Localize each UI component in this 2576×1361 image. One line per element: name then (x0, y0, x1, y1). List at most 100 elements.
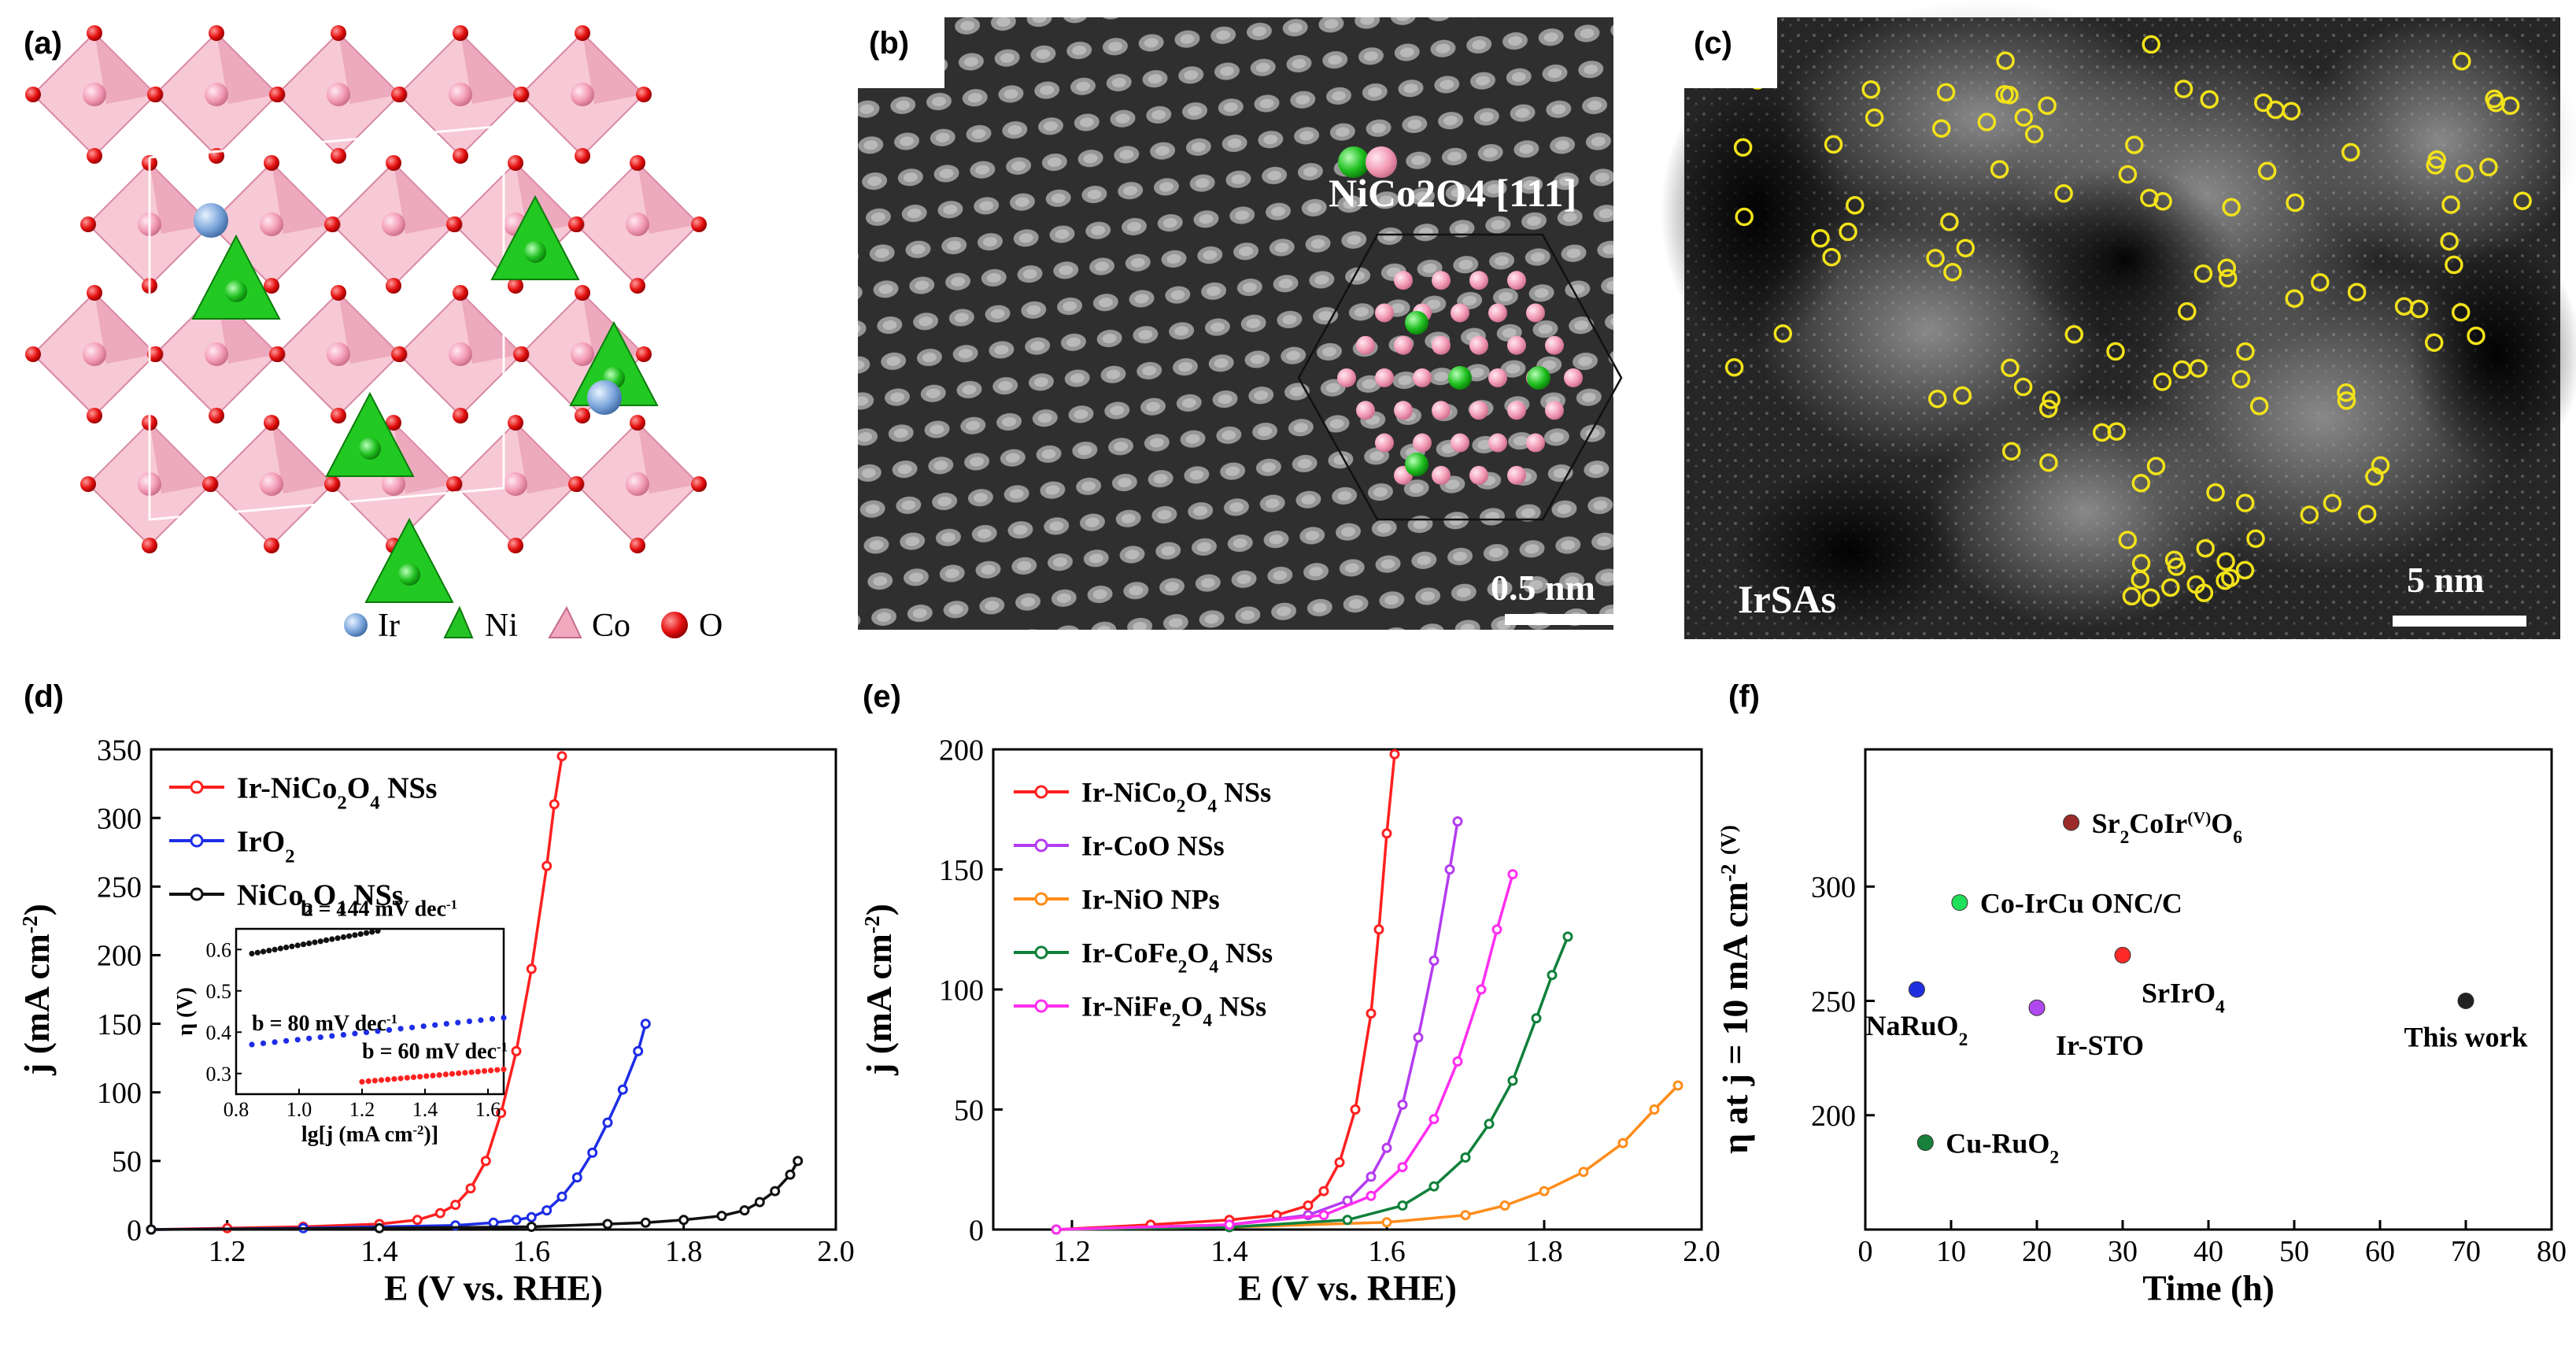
single-atom-marker (2014, 108, 2034, 127)
x-axis-label: Time (h) (2142, 1267, 2275, 1307)
single-atom-marker (2235, 494, 2255, 512)
data-point (1381, 1142, 1392, 1153)
data-point (1491, 924, 1502, 935)
data-point (374, 1222, 385, 1233)
o-atom (87, 148, 102, 164)
inset-data-point (249, 950, 255, 957)
inset-data-point (423, 1073, 430, 1079)
single-atom-marker (2424, 333, 2444, 352)
o-atom (575, 25, 590, 41)
x-axis-label: E (V vs. RHE) (1238, 1267, 1457, 1307)
data-point (1397, 1162, 1408, 1173)
o-atom (575, 408, 590, 423)
o-atom (391, 87, 407, 102)
inset-data-point (363, 930, 370, 936)
inset-data-point (283, 945, 290, 951)
inset-data-point (386, 1026, 393, 1033)
inset-data-point (375, 928, 381, 934)
octahedron (324, 155, 463, 294)
data-point (511, 1215, 522, 1226)
co-atom (327, 342, 350, 366)
data-point (1428, 1114, 1440, 1125)
single-atom-marker (2217, 258, 2237, 278)
co-atom (83, 83, 106, 106)
data-point (2457, 993, 2474, 1009)
single-atom-marker (2161, 578, 2180, 597)
o-atom (508, 415, 523, 431)
o-atom (636, 346, 652, 362)
data-point (146, 1224, 157, 1235)
point-co-ircu-onc-c: Co-IrCu ONC/C (1951, 888, 2182, 919)
inset-x-axis-label: lg[j (mA cm-2)] (301, 1122, 438, 1148)
y-tick-label: 200 (1811, 1100, 1856, 1133)
single-atom-marker (2206, 483, 2225, 502)
inset-data-point (489, 1015, 496, 1022)
data-point (1617, 1137, 1628, 1148)
co-atom (205, 83, 228, 106)
single-atom-marker (2024, 124, 2044, 144)
data-point (1578, 1167, 1589, 1178)
x-tick-label: 70 (2451, 1235, 2481, 1268)
octahedron (202, 415, 341, 553)
single-atom-marker (2196, 538, 2215, 558)
chart-d-inset: 0.8 1.0 1.2 1.4 1.6 0.3 0.4 0.5 0.6 lg[j (mA cm-2… (173, 897, 508, 1147)
inset-data-point (404, 1074, 410, 1081)
inset-data-point (272, 1039, 278, 1045)
ir-legend-label: Ir (378, 608, 400, 644)
co-atom (1564, 368, 1583, 387)
inset-data-point (317, 1034, 323, 1041)
octahedron-shade (272, 163, 333, 234)
series-line (150, 1023, 647, 1231)
single-atom-marker (2042, 390, 2060, 409)
single-atom-marker (1956, 239, 1975, 257)
inset-data-point (346, 933, 353, 939)
inset-data-point (306, 1035, 312, 1041)
ni-atom (359, 438, 381, 460)
inset-data-point (266, 948, 272, 954)
o-atom (513, 346, 529, 362)
data-point (1499, 1200, 1510, 1211)
o-atom (331, 285, 346, 301)
octahedron-shade (460, 33, 522, 104)
single-atom-marker (2153, 372, 2172, 391)
legend-marker (1034, 785, 1048, 799)
inset-data-point (272, 946, 278, 952)
co-atom (1507, 465, 1526, 485)
octahedron (513, 25, 652, 164)
data-point (739, 1205, 750, 1216)
data-point (511, 1045, 522, 1056)
inset-data-point (340, 934, 346, 941)
octahedron-shade (94, 293, 156, 364)
x-axis-label: E (V vs. RHE) (384, 1267, 603, 1307)
co-atom (626, 213, 649, 236)
x-tick-label: 60 (2365, 1235, 2395, 1268)
single-atom-marker (2216, 552, 2235, 571)
point-cu-ruo2: Cu-RuO2 (1916, 1128, 2059, 1168)
data-point (526, 963, 537, 975)
phase-label: NiCo2O4 [111] (1329, 171, 1576, 215)
data-point (754, 1196, 765, 1208)
inset-data-point (462, 1070, 468, 1076)
y-tick-label: 150 (939, 854, 984, 887)
o-atom (691, 216, 707, 232)
inset-x-tick-label: 1.6 (475, 1098, 501, 1121)
data-point (633, 1045, 644, 1056)
single-atom-marker (1822, 247, 1841, 267)
inset-data-point (317, 938, 323, 945)
data-point (1547, 970, 1558, 981)
single-atom-marker (1927, 389, 1947, 409)
single-atom-marker (2394, 297, 2414, 316)
data-point (1452, 816, 1463, 827)
inset-data-point (397, 1075, 404, 1082)
point-sr2coir-v-o6: Sr2CoIr(V)O6 (2063, 808, 2242, 848)
inset-x-tick-label: 1.0 (286, 1098, 312, 1121)
panel-label-d: (d) (24, 679, 64, 714)
data-point (526, 1222, 537, 1232)
legend-label: Ir-NiFe2O4 NSs (1081, 991, 1266, 1031)
data-point (1507, 869, 1518, 880)
inset-data-point (478, 1017, 484, 1023)
single-atom-marker (1990, 160, 2009, 179)
series-nico2o4-nss (146, 1156, 804, 1235)
inset-data-point (357, 931, 364, 938)
data-point (541, 1205, 553, 1216)
